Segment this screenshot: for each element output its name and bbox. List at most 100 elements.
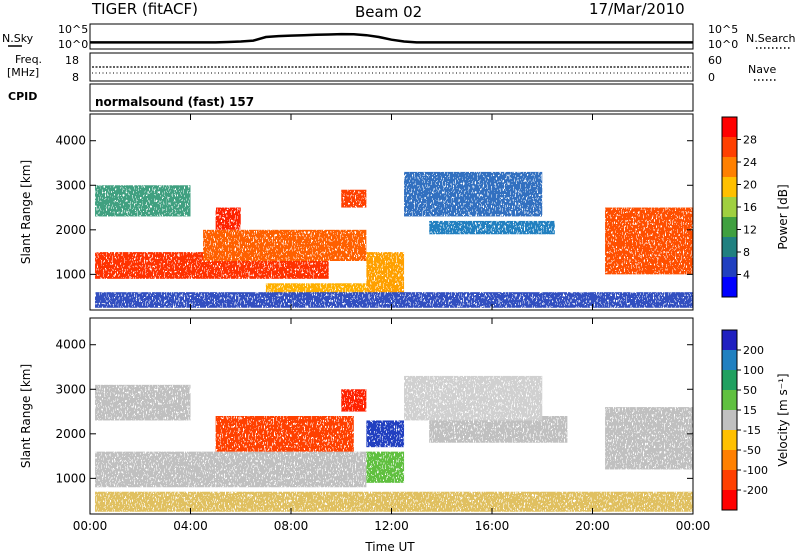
ytick-label: 4000 bbox=[55, 134, 86, 148]
velocity-heatmap-body bbox=[95, 375, 693, 512]
nsearch-tick-top: 10^5 bbox=[708, 23, 738, 36]
power-panel: Slant Range [km] 4000 3000 2000 1000 28 24 20… bbox=[19, 113, 790, 311]
colorbar-swatch bbox=[722, 197, 737, 218]
colorbar-swatch bbox=[722, 410, 737, 431]
colorbar-swatch bbox=[722, 257, 737, 278]
velocity-echo-region bbox=[95, 491, 693, 512]
cpid-value: normalsound (fast) 157 bbox=[95, 95, 254, 109]
colorbar-tick-label: -50 bbox=[743, 444, 761, 457]
freq-panel: Freq. [MHz] 18 8 60 0 Nave bbox=[7, 52, 776, 84]
colorbar-tick-label: -15 bbox=[743, 424, 761, 437]
colorbar-tick-label: 50 bbox=[743, 384, 757, 397]
power-heatmap-body bbox=[95, 171, 693, 308]
colorbar-swatch bbox=[722, 137, 737, 158]
velocity-echo-region bbox=[95, 384, 191, 421]
colorbar-tick-label: 100 bbox=[743, 364, 764, 377]
colorbar-swatch bbox=[722, 450, 737, 471]
xtick-label: 20:00 bbox=[575, 519, 610, 533]
freq-label-top: Freq. bbox=[15, 53, 42, 66]
velocity-colorbar: 200 100 50 15 -15 -50 -100 -200 bbox=[721, 329, 768, 511]
power-echo-region bbox=[404, 171, 543, 217]
power-colorbar-label: Power [dB] bbox=[776, 184, 790, 249]
ytick-label: 1000 bbox=[55, 267, 86, 281]
velocity-echo-region bbox=[215, 416, 354, 452]
colorbar-swatch bbox=[722, 157, 737, 178]
power-yticks: 4000 3000 2000 1000 bbox=[55, 134, 693, 281]
time-axis-label: Time UT bbox=[364, 540, 415, 554]
velocity-colorbar-label: Velocity [m s⁻¹] bbox=[776, 373, 790, 466]
power-ylabel: Slant Range [km] bbox=[19, 160, 33, 264]
colorbar-swatch bbox=[722, 430, 737, 451]
nsky-tick-top: 10^5 bbox=[58, 23, 88, 36]
freq-label-bottom: [MHz] bbox=[7, 66, 39, 79]
nsearch-tick-bottom: 10^0 bbox=[708, 38, 738, 51]
colorbar-tick-label: 200 bbox=[743, 344, 764, 357]
colorbar-swatch bbox=[722, 350, 737, 371]
xtick-label: 04:00 bbox=[173, 519, 208, 533]
colorbar-swatch bbox=[722, 277, 737, 298]
station-title: TIGER (fitACF) bbox=[91, 0, 198, 18]
ytick-label: 2000 bbox=[55, 223, 86, 237]
power-echo-region bbox=[605, 207, 693, 275]
freq-tick-top: 18 bbox=[65, 54, 79, 67]
power-echo-region bbox=[203, 229, 367, 261]
nsky-tick-bottom: 10^0 bbox=[58, 38, 88, 51]
xtick-label: 12:00 bbox=[374, 519, 409, 533]
colorbar-tick-label: 24 bbox=[743, 156, 757, 169]
nsky-label: N.Sky bbox=[2, 32, 34, 45]
cpid-panel: CPID normalsound (fast) 157 bbox=[8, 83, 694, 112]
power-echo-region bbox=[215, 207, 241, 230]
power-echo-region bbox=[341, 189, 367, 208]
ytick-label: 1000 bbox=[55, 471, 86, 485]
colorbar-tick-label: 20 bbox=[743, 179, 757, 192]
colorbar-swatch bbox=[722, 370, 737, 391]
xtick-label: 00:00 bbox=[73, 519, 108, 533]
xtick-label: 08:00 bbox=[274, 519, 309, 533]
velocity-yticks: 4000 3000 2000 1000 bbox=[55, 338, 693, 485]
freq-panel-frame bbox=[89, 52, 694, 82]
xtick-label: 00:00 bbox=[676, 519, 711, 533]
power-echo-region bbox=[95, 185, 191, 217]
nave-tick-bottom: 0 bbox=[708, 71, 715, 84]
beam-title: Beam 02 bbox=[355, 3, 422, 21]
colorbar-tick-label: 12 bbox=[743, 224, 757, 237]
velocity-echo-region bbox=[605, 407, 693, 470]
colorbar-swatch bbox=[722, 217, 737, 238]
ytick-label: 2000 bbox=[55, 427, 86, 441]
ytick-label: 4000 bbox=[55, 338, 86, 352]
velocity-echo-region bbox=[404, 375, 543, 421]
xtick-label: 16:00 bbox=[475, 519, 510, 533]
nsky-panel-frame bbox=[89, 23, 694, 50]
colorbar-tick-label: -200 bbox=[743, 484, 768, 497]
velocity-echo-region bbox=[341, 389, 367, 412]
colorbar-tick-label: 15 bbox=[743, 404, 757, 417]
colorbar-tick-label: 28 bbox=[743, 134, 757, 147]
nsky-line bbox=[90, 32, 693, 44]
ytick-label: 3000 bbox=[55, 178, 86, 192]
power-echo-region bbox=[429, 220, 555, 235]
cpid-panel-frame bbox=[89, 83, 694, 112]
nsky-panel: N.Sky 10^5 10^0 10^5 10^0 N.Search bbox=[2, 23, 796, 51]
colorbar-tick-label: 8 bbox=[743, 246, 750, 259]
cpid-label: CPID bbox=[8, 90, 37, 103]
colorbar-frame bbox=[721, 329, 738, 511]
colorbar-swatch bbox=[722, 117, 737, 138]
nave-tick-top: 60 bbox=[708, 54, 722, 67]
nave-label: Nave bbox=[748, 63, 776, 76]
velocity-echo-region bbox=[366, 451, 405, 483]
velocity-echo-region bbox=[95, 451, 367, 488]
colorbar-swatch bbox=[722, 490, 737, 511]
colorbar-swatch bbox=[722, 177, 737, 198]
power-colorbar: 28 24 20 16 12 8 4 bbox=[721, 116, 757, 298]
nsearch-label: N.Search bbox=[746, 32, 796, 45]
velocity-echo-region bbox=[366, 420, 405, 448]
colorbar-swatch bbox=[722, 237, 737, 258]
ytick-label: 3000 bbox=[55, 382, 86, 396]
colorbar-swatch bbox=[722, 470, 737, 491]
nsky-series bbox=[90, 32, 693, 44]
colorbar-tick-label: 4 bbox=[743, 269, 750, 282]
colorbar-tick-label: -100 bbox=[743, 464, 768, 477]
velocity-xticks: 00:00 04:00 08:00 12:00 16:00 20:00 00:00 bbox=[73, 114, 711, 533]
